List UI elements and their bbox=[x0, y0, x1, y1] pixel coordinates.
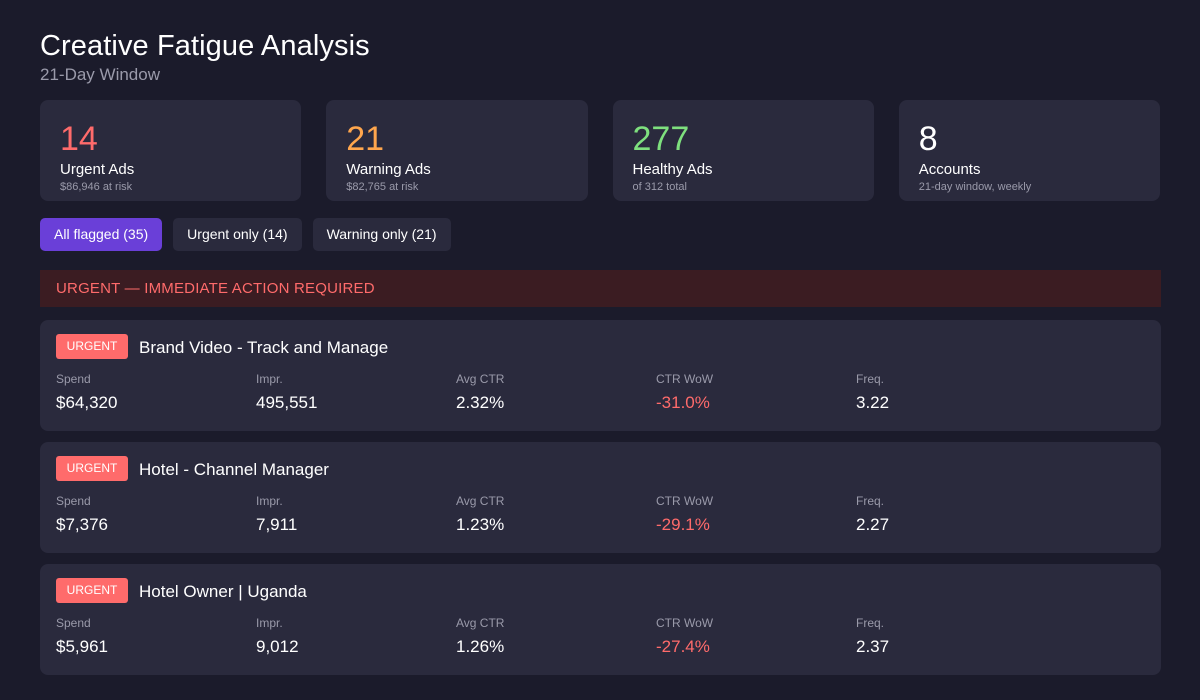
metric-impressions: Impr. 7,911 bbox=[256, 494, 297, 535]
metric-value: $7,376 bbox=[56, 515, 108, 534]
metric-ctr-wow: CTR WoW -29.1% bbox=[656, 494, 713, 535]
metric-label: Spend bbox=[56, 616, 91, 630]
stat-sub: $86,946 at risk bbox=[60, 181, 133, 193]
metric-ctr-wow: CTR WoW -31.0% bbox=[656, 372, 713, 413]
stat-label: Urgent Ads bbox=[60, 161, 135, 178]
metric-value: 3.22 bbox=[856, 393, 890, 412]
metric-value: -31.0% bbox=[656, 393, 710, 412]
ad-name: Brand Video - Track and Manage bbox=[139, 338, 389, 357]
metric-spend: Spend $5,961 bbox=[56, 616, 108, 657]
ad-card[interactable]: URGENT Hotel - Channel Manager Spend $7,… bbox=[40, 442, 1161, 553]
metric-value: 2.27 bbox=[856, 515, 890, 534]
metric-label: CTR WoW bbox=[656, 372, 714, 386]
metric-spend: Spend $7,376 bbox=[56, 494, 108, 535]
stat-sub: $82,765 at risk bbox=[346, 181, 419, 193]
urgent-badge: URGENT bbox=[56, 456, 128, 481]
metric-label: Spend bbox=[56, 372, 91, 386]
metric-spend: Spend $64,320 bbox=[56, 372, 117, 413]
page-subtitle: 21-Day Window bbox=[40, 65, 160, 84]
metric-avg-ctr: Avg CTR 1.23% bbox=[456, 494, 504, 535]
stat-label: Accounts bbox=[918, 161, 981, 178]
stat-sub: 21-day window, weekly bbox=[918, 181, 1032, 193]
metric-value: -27.4% bbox=[656, 637, 710, 656]
metric-avg-ctr: Avg CTR 2.32% bbox=[456, 372, 504, 413]
filter-warning-only-button[interactable]: Warning only (21) bbox=[312, 218, 451, 251]
metric-label: Freq. bbox=[856, 494, 885, 508]
stat-value: 8 bbox=[918, 120, 938, 158]
metric-frequency: Freq. 2.27 bbox=[856, 494, 889, 535]
stat-card-urgent: 14 Urgent Ads $86,946 at risk bbox=[40, 100, 302, 201]
metric-label: Freq. bbox=[856, 372, 885, 386]
stats-row: 14 Urgent Ads $86,946 at risk 21 Warning… bbox=[40, 100, 1160, 201]
metric-value: 1.26% bbox=[456, 637, 505, 656]
stat-value: 277 bbox=[632, 120, 690, 158]
stat-card-warning: 21 Warning Ads $82,765 at risk bbox=[326, 100, 588, 201]
metric-label: Spend bbox=[56, 494, 91, 508]
metric-value: 2.37 bbox=[856, 637, 890, 656]
metric-value: $64,320 bbox=[56, 393, 118, 412]
metric-value: 2.32% bbox=[456, 393, 505, 412]
metric-label: Impr. bbox=[256, 616, 283, 630]
metric-value: 9,012 bbox=[256, 637, 299, 656]
metric-label: Impr. bbox=[256, 372, 283, 386]
filter-all-flagged-button[interactable]: All flagged (35) bbox=[40, 218, 163, 251]
stat-value: 21 bbox=[346, 120, 385, 158]
metric-label: Avg CTR bbox=[456, 616, 505, 630]
metric-value: $5,961 bbox=[56, 637, 108, 656]
ad-name: Hotel Owner | Uganda bbox=[139, 582, 307, 601]
filter-urgent-only-button[interactable]: Urgent only (14) bbox=[173, 218, 302, 251]
metric-label: Impr. bbox=[256, 494, 283, 508]
stat-card-accounts: 8 Accounts 21-day window, weekly bbox=[898, 100, 1160, 201]
stat-value: 14 bbox=[60, 120, 98, 158]
filter-bar: All flagged (35) Urgent only (14) Warnin… bbox=[40, 218, 451, 251]
metric-value: 7,911 bbox=[256, 515, 298, 534]
stat-label: Healthy Ads bbox=[632, 161, 713, 178]
urgent-section-banner: URGENT — IMMEDIATE ACTION REQUIRED bbox=[40, 270, 1161, 307]
metric-impressions: Impr. 495,551 bbox=[256, 372, 317, 413]
metric-label: Freq. bbox=[856, 616, 885, 630]
page-title: Creative Fatigue Analysis bbox=[40, 30, 370, 62]
urgent-badge: URGENT bbox=[56, 578, 128, 603]
stat-label: Warning Ads bbox=[346, 161, 431, 178]
metric-value: 1.23% bbox=[456, 515, 505, 534]
stat-sub: of 312 total bbox=[632, 181, 687, 193]
ad-card[interactable]: URGENT Brand Video - Track and Manage Sp… bbox=[40, 320, 1161, 431]
urgent-badge: URGENT bbox=[56, 334, 128, 359]
metric-label: Avg CTR bbox=[456, 494, 505, 508]
stat-card-healthy: 277 Healthy Ads of 312 total bbox=[612, 100, 874, 201]
metric-frequency: Freq. 2.37 bbox=[856, 616, 889, 657]
metric-value: -29.1% bbox=[656, 515, 710, 534]
metric-ctr-wow: CTR WoW -27.4% bbox=[656, 616, 713, 657]
ad-name: Hotel - Channel Manager bbox=[139, 460, 329, 479]
metric-frequency: Freq. 3.22 bbox=[856, 372, 889, 413]
metric-label: CTR WoW bbox=[656, 616, 714, 630]
metric-impressions: Impr. 9,012 bbox=[256, 616, 299, 657]
metric-avg-ctr: Avg CTR 1.26% bbox=[456, 616, 504, 657]
metric-label: CTR WoW bbox=[656, 494, 714, 508]
metric-value: 495,551 bbox=[256, 393, 318, 412]
metric-label: Avg CTR bbox=[456, 372, 505, 386]
ad-card[interactable]: URGENT Hotel Owner | Uganda Spend $5,961… bbox=[40, 564, 1161, 675]
